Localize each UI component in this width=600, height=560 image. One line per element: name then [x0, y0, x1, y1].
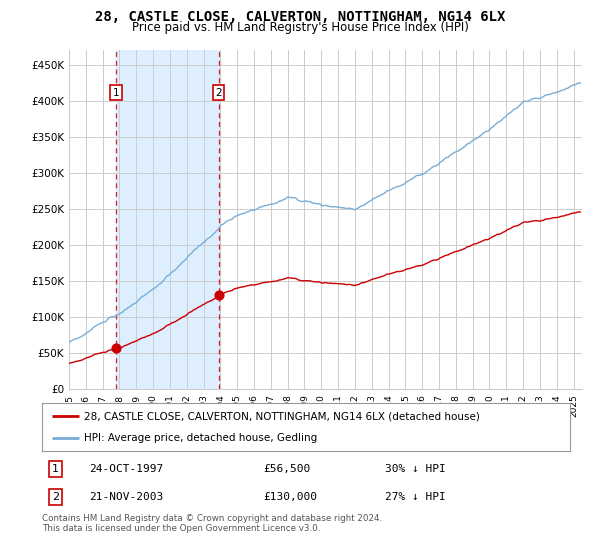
Text: 2: 2	[215, 88, 222, 98]
Text: 1: 1	[113, 88, 119, 98]
Text: 1: 1	[52, 464, 59, 474]
Text: 21-NOV-2003: 21-NOV-2003	[89, 492, 164, 502]
Text: Price paid vs. HM Land Registry's House Price Index (HPI): Price paid vs. HM Land Registry's House …	[131, 21, 469, 34]
Text: 28, CASTLE CLOSE, CALVERTON, NOTTINGHAM, NG14 6LX: 28, CASTLE CLOSE, CALVERTON, NOTTINGHAM,…	[95, 10, 505, 24]
Text: HPI: Average price, detached house, Gedling: HPI: Average price, detached house, Gedl…	[84, 433, 317, 443]
Text: 30% ↓ HPI: 30% ↓ HPI	[385, 464, 446, 474]
Text: Contains HM Land Registry data © Crown copyright and database right 2024.
This d: Contains HM Land Registry data © Crown c…	[42, 514, 382, 534]
Text: 2: 2	[52, 492, 59, 502]
Bar	[116, 50, 218, 389]
Text: £56,500: £56,500	[264, 464, 311, 474]
Text: 24-OCT-1997: 24-OCT-1997	[89, 464, 164, 474]
Point	[214, 291, 223, 300]
Text: 27% ↓ HPI: 27% ↓ HPI	[385, 492, 446, 502]
Text: 28, CASTLE CLOSE, CALVERTON, NOTTINGHAM, NG14 6LX (detached house): 28, CASTLE CLOSE, CALVERTON, NOTTINGHAM,…	[84, 411, 480, 421]
Point	[112, 344, 121, 353]
Text: £130,000: £130,000	[264, 492, 318, 502]
